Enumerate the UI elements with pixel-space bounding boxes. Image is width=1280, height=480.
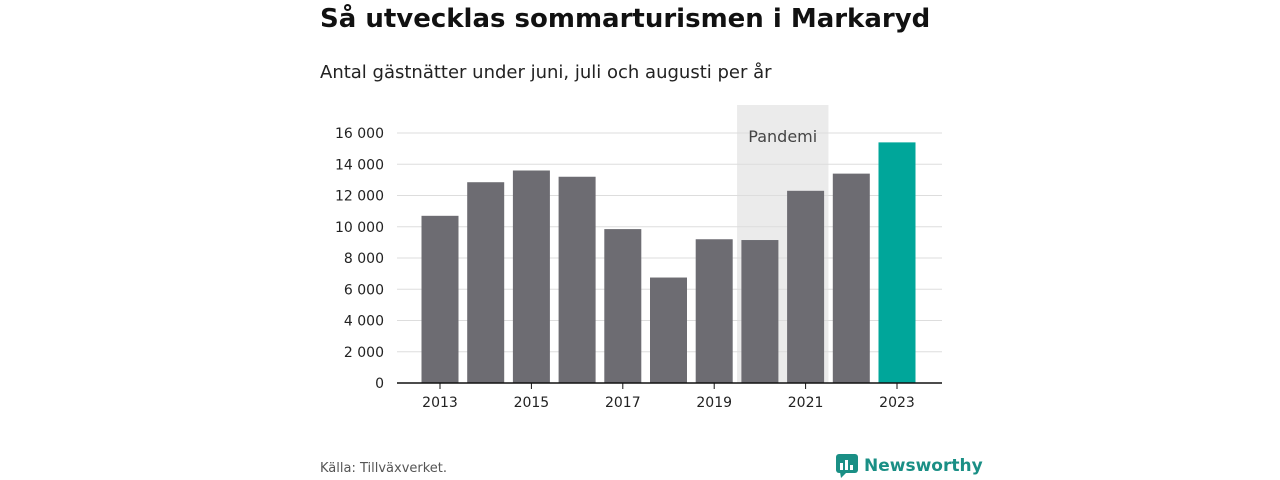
y-tick-label: 16 000 [335,126,384,142]
bar [741,240,779,383]
x-tick-label: 2015 [514,395,550,411]
chart-subtitle: Antal gästnätter under juni, juli och au… [320,62,772,83]
x-tick-label: 2013 [422,395,458,411]
brand-name: Newsworthy [864,456,983,476]
newsworthy-logo-icon [836,454,858,478]
bar [421,215,459,383]
bar-highlight [878,142,916,383]
y-tick-label: 8 000 [344,251,384,267]
y-tick-label: 4 000 [344,314,384,330]
bar [512,170,550,383]
y-tick-label: 6 000 [344,282,384,298]
y-tick-label: 12 000 [335,189,384,205]
bar [832,173,870,383]
pandemic-label: Pandemi [748,127,817,146]
y-tick-label: 10 000 [335,220,384,236]
x-tick-label: 2017 [605,395,641,411]
brand-logo[interactable]: Newsworthy [836,454,983,478]
bar [695,239,733,383]
bar [467,182,505,383]
x-tick-label: 2023 [879,395,915,411]
source-note: Källa: Tillväxverket. [320,461,448,476]
y-tick-label: 2 000 [344,345,384,361]
bar [604,229,642,383]
x-tick-label: 2019 [696,395,732,411]
bar [650,277,687,383]
x-tick-label: 2021 [788,395,824,411]
bar [787,190,825,383]
y-tick-label: 0 [375,376,384,392]
chart-title: Så utvecklas sommarturismen i Markaryd [320,4,931,34]
y-tick-label: 14 000 [335,157,384,173]
bar [558,176,596,383]
